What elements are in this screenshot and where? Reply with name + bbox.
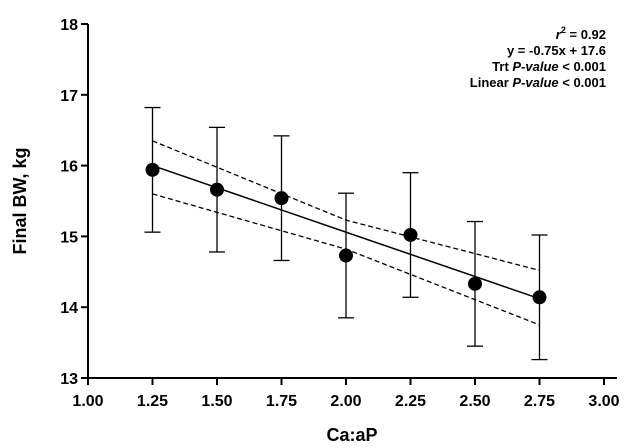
x-ticks: 1.00 1.25 1.50 1.75 2.00 2.25 2.50 2.75 3.00 xyxy=(72,378,620,410)
y-tick-label: 16 xyxy=(60,159,78,176)
data-point xyxy=(532,290,547,305)
x-tick-label: 2.50 xyxy=(459,393,490,410)
error-bars xyxy=(144,106,548,361)
stats-annotation: r2 = 0.92 y = -0.75x + 17.6 Trt P-value … xyxy=(470,25,606,90)
y-axis-title: Final BW, kg xyxy=(10,147,30,254)
data-point xyxy=(210,182,224,197)
linear-p-value: Linear P-value < 0.001 xyxy=(470,75,606,90)
y-tick-label: 17 xyxy=(60,88,78,105)
x-tick-label: 3.00 xyxy=(588,393,619,410)
x-tick-label: 2.25 xyxy=(395,393,426,410)
x-tick-label: 2.75 xyxy=(524,393,555,410)
y-ticks: 13 14 15 16 17 18 xyxy=(60,17,88,388)
data-points xyxy=(145,162,547,305)
x-axis-title: Ca:aP xyxy=(326,425,377,445)
data-point xyxy=(468,276,482,291)
data-point xyxy=(274,191,289,206)
x-tick-label: 1.00 xyxy=(72,393,103,410)
trt-p-value: Trt P-value < 0.001 xyxy=(492,59,606,74)
x-tick-label: 2.00 xyxy=(330,393,361,410)
regression-equation: y = -0.75x + 17.6 xyxy=(507,43,606,58)
x-tick-label: 1.75 xyxy=(266,393,297,410)
x-tick-label: 1.50 xyxy=(201,393,232,410)
y-tick-label: 14 xyxy=(60,300,78,317)
y-tick-label: 13 xyxy=(60,371,78,388)
data-point xyxy=(403,227,418,242)
data-point xyxy=(145,162,160,177)
y-tick-label: 18 xyxy=(60,17,78,34)
y-tick-label: 15 xyxy=(60,229,78,246)
x-tick-label: 1.25 xyxy=(137,393,168,410)
data-point xyxy=(339,248,353,263)
r-squared-label: r2 = 0.92 xyxy=(556,25,606,42)
